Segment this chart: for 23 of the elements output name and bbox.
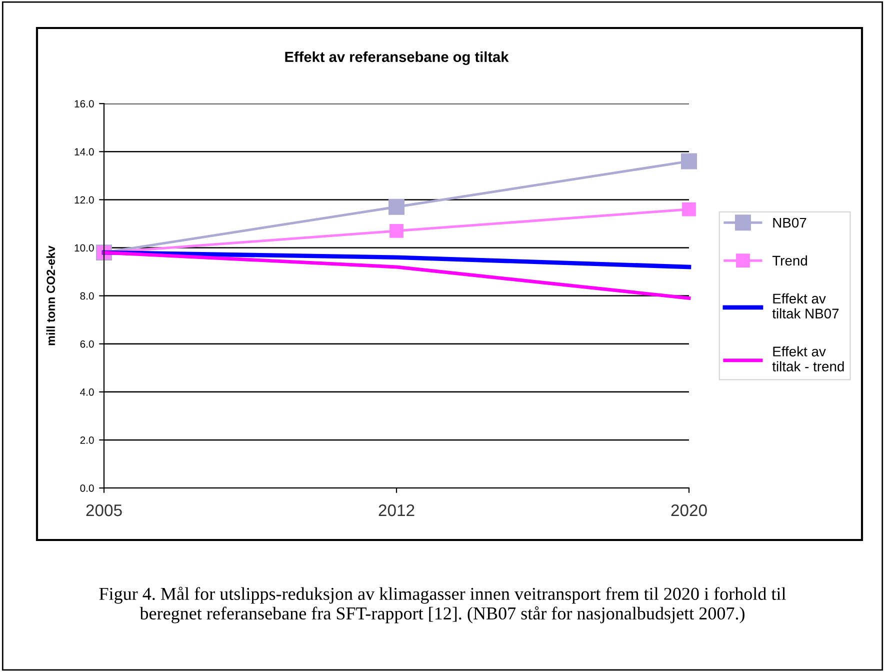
legend-label: Trend (772, 255, 807, 266)
y-tick-label: 8.0 (80, 292, 94, 300)
x-tick-label: 2020 (671, 504, 707, 516)
legend-label: Effekt av tiltak - trend (772, 346, 844, 372)
point (682, 202, 696, 216)
point (388, 198, 404, 215)
x-tick-label: 2005 (86, 504, 122, 516)
text: Figur 4. Mål for utslipps-reduksjon av klimagasser innen veitransport frem til 2020 i forhold til beregnet referansebane fra SFT-rapport [12]. (NB07 står for nasjonalbudsjett 2007.) (99, 586, 786, 624)
y-tick-label: 6.0 (80, 340, 94, 348)
legend-label: Effekt av tiltak NB07 (772, 293, 839, 318)
y-tick-label: 4.0 (80, 388, 94, 396)
y-tick-label: 10.0 (74, 244, 94, 252)
legend-label: NB07 (773, 218, 806, 228)
point (390, 224, 404, 238)
x-tick-label: 2012 (378, 504, 414, 516)
y-tick-label: 2.0 (80, 436, 94, 444)
y-tick-label: 16.0 (74, 100, 94, 108)
y-tick-label: 12.0 (74, 196, 94, 204)
chart-title: Effekt av referansebane og tiltak (285, 51, 509, 66)
point (681, 153, 697, 170)
y-axis-title: mill tonn CO2-ekv (46, 246, 56, 346)
y-tick-label: 14.0 (74, 148, 94, 156)
y-tick-label: 0.0 (80, 484, 94, 492)
